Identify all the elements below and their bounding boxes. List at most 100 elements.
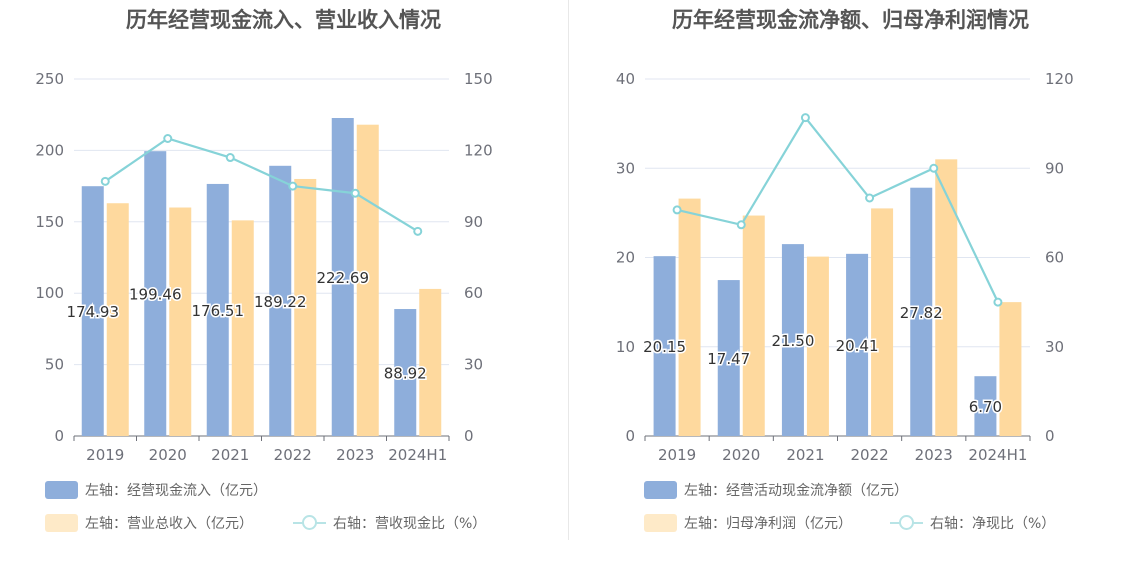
legend-item-net-cash-flow[interactable]: 左轴：经营活动现金流净额（亿元） xyxy=(644,480,908,500)
bar xyxy=(935,159,958,436)
bar xyxy=(974,376,997,436)
bar xyxy=(910,187,933,436)
x-tick-label: 2023 xyxy=(336,446,374,464)
x-tick-label: 2019 xyxy=(86,446,124,464)
bar-data-label: 176.51 xyxy=(192,302,245,320)
legend-line-marker xyxy=(890,514,923,532)
legend-item-net-cash-ratio[interactable]: 右轴：净现比（%） xyxy=(890,513,1055,533)
line-point xyxy=(163,134,173,143)
bar xyxy=(231,220,254,436)
y-right-tick-label: 60 xyxy=(1045,249,1064,267)
bar xyxy=(871,208,894,436)
legend-label: 左轴：营业总收入（亿元） xyxy=(85,516,253,532)
line-point xyxy=(350,188,360,198)
bar xyxy=(419,288,442,436)
legend-item-cash-ratio[interactable]: 右轴：营收现金比（%） xyxy=(293,513,486,533)
legend-swatch xyxy=(45,481,78,499)
line-series xyxy=(104,137,419,233)
bar xyxy=(678,198,701,436)
y-right-tick-label: 120 xyxy=(1045,70,1074,88)
x-tick-label: 2024H1 xyxy=(388,446,447,464)
legend-label: 右轴：营收现金比（%） xyxy=(333,516,487,532)
line-point xyxy=(288,181,298,191)
line-point xyxy=(929,163,939,173)
chart-panel-right: 历年经营现金流净额、归母净利润情况 0 10 20 30 40 0 30 60 90 120 201… xyxy=(567,0,1134,582)
bar-data-label: 189.22 xyxy=(254,293,307,311)
x-tick-label: 2019 xyxy=(658,446,696,464)
y-left-tick-label: 250 xyxy=(35,70,64,88)
y-right-tick-label: 90 xyxy=(1045,159,1064,177)
bar xyxy=(653,256,676,436)
legend-item-cash-inflow[interactable]: 左轴：经营现金流入（亿元） xyxy=(45,480,267,500)
y-right-tick-label: 60 xyxy=(464,284,483,302)
legend-swatch xyxy=(644,514,677,532)
bar xyxy=(356,124,379,437)
line-point xyxy=(413,226,423,236)
panel-divider xyxy=(568,0,569,540)
bar xyxy=(742,215,765,436)
bar-data-label: 27.82 xyxy=(900,304,943,322)
line-point xyxy=(993,297,1003,307)
legend-swatch xyxy=(45,514,78,532)
chart-plot-right: 0 10 20 30 40 0 30 60 90 120 2019 2020 2021 2022 2023 2… xyxy=(616,70,1074,464)
x-tick-label: 2020 xyxy=(722,446,760,464)
y-right-tick-label: 30 xyxy=(1045,338,1064,356)
bar xyxy=(999,302,1022,436)
legend-label: 右轴：净现比（%） xyxy=(930,516,1056,532)
legend-item-net-profit[interactable]: 左轴：归母净利润（亿元） xyxy=(644,513,852,533)
bar xyxy=(169,207,192,436)
y-right-tick-label: 150 xyxy=(464,70,493,88)
x-tick-label: 2022 xyxy=(850,446,888,464)
chart-plot-left: 0 50 100 150 200 250 0 30 60 90 120 150 2019 2020 2021… xyxy=(35,70,493,464)
bar xyxy=(781,244,804,436)
bar-data-label: 20.41 xyxy=(836,337,879,355)
chart-title: 历年经营现金流净额、归母净利润情况 xyxy=(672,8,1029,32)
bar-data-label: 21.50 xyxy=(771,332,814,350)
line-point xyxy=(865,193,875,203)
y-left-tick-label: 40 xyxy=(616,70,635,88)
x-tick-label: 2023 xyxy=(915,446,953,464)
line-point xyxy=(736,220,746,230)
x-tick-label: 2020 xyxy=(149,446,187,464)
bar-data-label: 88.92 xyxy=(384,365,427,383)
legend-line-marker xyxy=(293,514,326,532)
y-left-tick-label: 10 xyxy=(616,338,635,356)
y-left-tick-label: 200 xyxy=(35,141,64,159)
x-tick-label: 2021 xyxy=(786,446,824,464)
bar xyxy=(846,253,869,436)
bar xyxy=(144,151,167,436)
line-point xyxy=(225,153,235,163)
y-left-tick-label: 100 xyxy=(35,284,64,302)
x-tick-label: 2022 xyxy=(274,446,312,464)
chart-title: 历年经营现金流入、营业收入情况 xyxy=(126,8,441,32)
bar-data-label: 17.47 xyxy=(707,350,750,368)
x-tick-label: 2024H1 xyxy=(968,446,1027,464)
bar-data-label: 174.93 xyxy=(67,303,120,321)
line-series xyxy=(676,115,999,303)
bar xyxy=(717,280,740,436)
bar xyxy=(806,256,829,436)
x-tick-label: 2021 xyxy=(211,446,249,464)
y-left-tick-label: 0 xyxy=(625,427,635,445)
line-point xyxy=(672,205,682,215)
bar xyxy=(106,203,129,436)
y-right-tick-label: 120 xyxy=(464,141,493,159)
legend-item-revenue[interactable]: 左轴：营业总收入（亿元） xyxy=(45,513,253,533)
legend-label: 左轴：经营活动现金流净额（亿元） xyxy=(684,483,908,499)
y-left-tick-label: 0 xyxy=(54,427,64,445)
bar-data-label: 20.15 xyxy=(643,338,686,356)
bar-data-label: 6.70 xyxy=(969,398,1002,416)
y-right-tick-label: 90 xyxy=(464,213,483,231)
bar xyxy=(206,183,229,436)
line-point xyxy=(800,113,810,123)
y-right-tick-label: 30 xyxy=(464,356,483,374)
bar xyxy=(294,178,317,436)
y-left-tick-label: 50 xyxy=(45,356,64,374)
legend-label: 左轴：经营现金流入（亿元） xyxy=(85,483,267,499)
bar xyxy=(81,186,104,436)
y-right-tick-label: 0 xyxy=(464,427,474,445)
bar xyxy=(269,165,292,437)
y-left-tick-label: 30 xyxy=(616,159,635,177)
legend-swatch xyxy=(644,481,677,499)
bar-data-label: 222.69 xyxy=(317,269,370,287)
